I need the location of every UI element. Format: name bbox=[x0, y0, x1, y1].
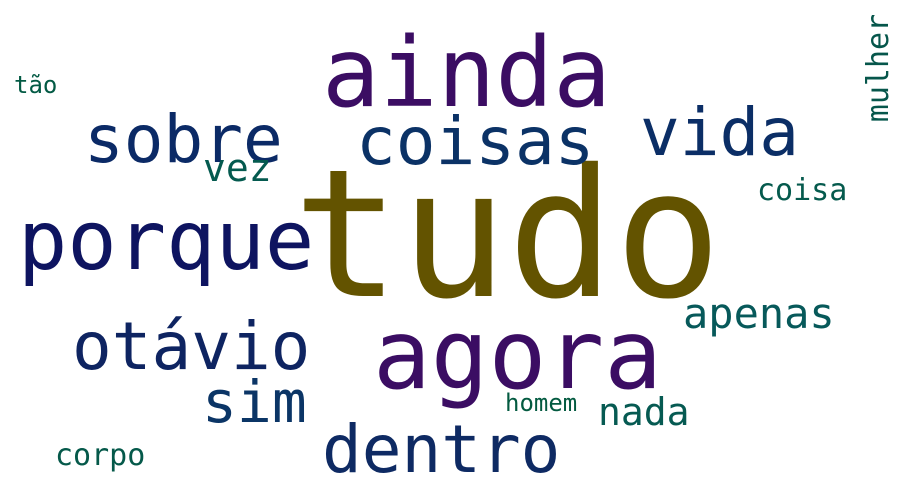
word-dentro: dentro bbox=[322, 411, 561, 488]
word-coisas: coisas bbox=[356, 103, 595, 180]
word-apenas: apenas bbox=[683, 289, 835, 338]
word-corpo: corpo bbox=[55, 438, 146, 473]
word-ainda: ainda bbox=[322, 17, 611, 129]
word-tudo: tudo bbox=[293, 131, 722, 338]
word-vez: vez bbox=[203, 146, 272, 190]
word-nada: nada bbox=[598, 390, 690, 434]
word-tao: tão bbox=[14, 71, 58, 99]
word-vida: vida bbox=[640, 94, 799, 171]
word-porque: porque bbox=[18, 194, 315, 289]
word-mulher: mulher bbox=[861, 13, 896, 123]
word-otavio: otávio bbox=[72, 308, 311, 385]
word-coisa: coisa bbox=[757, 173, 848, 208]
word-sim: sim bbox=[202, 368, 307, 436]
word-homem: homem bbox=[505, 389, 578, 417]
word-agora: agora bbox=[373, 299, 662, 411]
word-sobre: sobre bbox=[84, 101, 283, 178]
